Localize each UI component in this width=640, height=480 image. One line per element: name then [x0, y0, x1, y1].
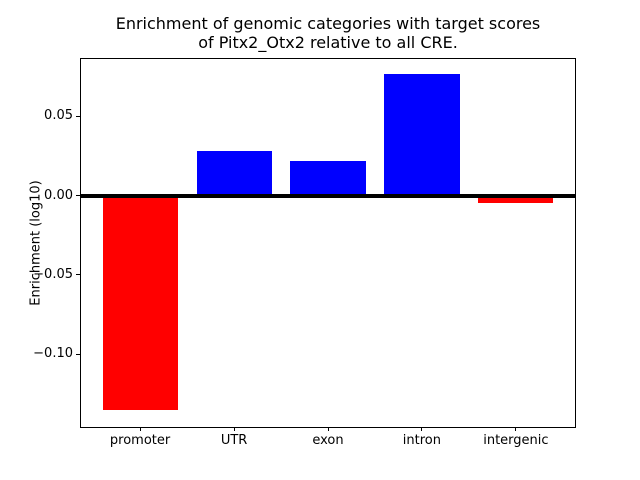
x-tick-label-promoter: promoter: [109, 433, 171, 449]
y-tick-mark: [76, 195, 80, 197]
x-tick-mark: [139, 427, 141, 432]
x-tick-mark: [233, 427, 235, 432]
bar-UTR: [196, 151, 272, 196]
chart-title: Enrichment of genomic categories with ta…: [115, 14, 541, 52]
bar-exon: [290, 160, 366, 196]
x-tick-mark: [515, 427, 517, 432]
x-tick-label-exon: exon: [312, 433, 344, 449]
zero-axhline: [80, 193, 576, 198]
y-tick-label: −0.05: [33, 266, 73, 282]
y-tick-label: −0.10: [33, 346, 73, 362]
x-tick-label-intergenic: intergenic: [483, 433, 549, 449]
y-tick-mark: [76, 353, 80, 355]
x-tick-mark: [327, 427, 329, 432]
bar-promoter: [102, 195, 178, 410]
y-tick-label: 0.05: [44, 108, 73, 124]
y-tick-label: 0.00: [44, 187, 73, 203]
x-tick-label-intron: intron: [402, 433, 441, 449]
y-tick-mark: [76, 274, 80, 276]
bar-intergenic: [478, 195, 554, 204]
x-tick-label-UTR: UTR: [220, 433, 248, 449]
x-tick-mark: [421, 427, 423, 432]
y-tick-mark: [76, 115, 80, 117]
bar-intron: [384, 73, 460, 196]
